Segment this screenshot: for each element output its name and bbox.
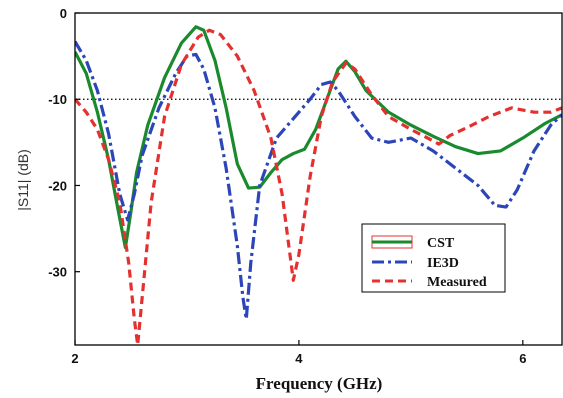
y-tick-label: 0 <box>60 6 67 21</box>
series-line-cst <box>75 25 562 250</box>
x-axis-title: Frequency (GHz) <box>256 374 383 393</box>
plot-frame <box>74 12 563 346</box>
legend-label-measured: Measured <box>427 275 487 290</box>
x-tick-label: 4 <box>295 351 303 366</box>
series-line-ie3d <box>75 40 562 321</box>
y-tick-label: -10 <box>48 92 67 107</box>
legend: CST IE3D Measured <box>361 223 506 293</box>
y-axis-title: |S11| (dB) <box>15 149 31 210</box>
y-tick-label: -30 <box>48 265 67 280</box>
y-tick-label: -20 <box>48 178 67 193</box>
series-line-measured <box>75 28 562 345</box>
x-tick-label: 6 <box>519 351 526 366</box>
x-tick-label: 2 <box>71 351 78 366</box>
legend-label-ie3d: IE3D <box>427 256 459 271</box>
legend-label-cst: CST <box>427 236 455 251</box>
